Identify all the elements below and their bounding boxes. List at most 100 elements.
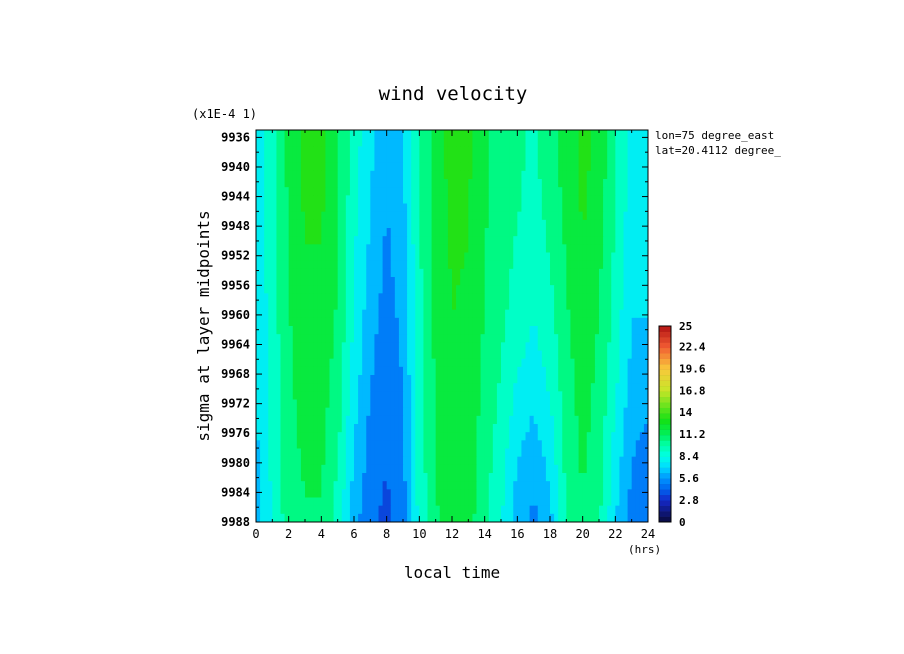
heatmap-cell — [256, 432, 261, 441]
heatmap-cell — [631, 301, 637, 311]
heatmap-cell — [578, 162, 584, 172]
heatmap-cell — [533, 334, 539, 343]
heatmap-cell — [329, 138, 334, 147]
heatmap-cell — [545, 277, 551, 286]
heatmap-cell — [423, 407, 428, 417]
heatmap-cell — [476, 260, 481, 270]
heatmap-cell — [370, 481, 375, 490]
heatmap-cell — [501, 375, 506, 384]
heatmap-cell — [578, 146, 584, 155]
heatmap-cell — [619, 293, 624, 302]
heatmap-cell — [366, 415, 371, 425]
heatmap-cell — [309, 138, 314, 147]
heatmap-cell — [496, 375, 502, 384]
heatmap-cell — [321, 236, 326, 245]
heatmap-cell — [354, 170, 359, 180]
heatmap-cell — [554, 415, 559, 425]
heatmap-cell — [521, 358, 526, 368]
heatmap-cell — [468, 334, 473, 343]
heatmap-cell — [386, 497, 392, 507]
heatmap-cell — [443, 130, 449, 139]
heatmap-cell — [550, 228, 555, 237]
heatmap-cell — [427, 236, 432, 245]
heatmap-cell — [390, 195, 396, 204]
heatmap-cell — [607, 505, 612, 515]
heatmap-cell — [603, 162, 608, 172]
heatmap-cell — [264, 277, 269, 286]
heatmap-cell — [529, 342, 535, 351]
heatmap-cell — [341, 244, 347, 253]
heatmap-cell — [476, 432, 481, 441]
heatmap-cell — [554, 489, 559, 498]
heatmap-cell — [309, 130, 314, 139]
heatmap-cell — [631, 285, 637, 294]
heatmap-cell — [390, 285, 396, 294]
heatmap-cell — [464, 285, 469, 294]
heatmap-cell — [296, 399, 302, 409]
heatmap-cell — [415, 375, 420, 384]
heatmap-cell — [439, 399, 445, 409]
heatmap-cell — [509, 456, 514, 466]
heatmap-cell — [362, 513, 367, 523]
heatmap-cell — [529, 424, 535, 433]
heatmap-cell — [345, 301, 351, 311]
heatmap-cell — [615, 350, 620, 360]
heatmap-cell — [325, 407, 330, 417]
heatmap-cell — [488, 440, 494, 449]
heatmap-cell — [476, 244, 481, 253]
heatmap-cell — [619, 195, 624, 204]
heatmap-cell — [480, 130, 486, 139]
heatmap-cell — [517, 415, 522, 425]
heatmap-cell — [260, 187, 265, 196]
heatmap-cell — [313, 350, 318, 360]
heatmap-cell — [423, 260, 428, 270]
heatmap-cell — [276, 219, 281, 229]
heatmap-cell — [578, 473, 584, 482]
heatmap-cell — [484, 268, 490, 278]
heatmap-cell — [309, 440, 314, 449]
heatmap-cell — [525, 228, 530, 237]
heatmap-cell — [280, 228, 285, 237]
heatmap-cell — [558, 130, 563, 139]
colorbar-swatch — [659, 456, 671, 463]
heatmap-cell — [427, 301, 432, 311]
heatmap-cell — [345, 399, 351, 409]
heatmap-cell — [643, 366, 649, 376]
heatmap-cell — [272, 473, 277, 482]
heatmap-cell — [566, 366, 571, 376]
heatmap-cell — [545, 366, 551, 376]
heatmap-cell — [501, 358, 506, 368]
heatmap-cell — [313, 464, 318, 474]
heatmap-cell — [309, 228, 314, 237]
colorbar-swatch — [659, 402, 671, 408]
heatmap-cell — [276, 211, 281, 221]
heatmap-cell — [386, 481, 392, 490]
heatmap-cell — [370, 513, 375, 523]
heatmap-cell — [288, 497, 294, 507]
heatmap-cell — [496, 179, 502, 188]
heatmap-cell — [558, 277, 563, 286]
heatmap-cell — [333, 219, 339, 229]
heatmap-cell — [443, 358, 449, 368]
heatmap-cell — [260, 244, 265, 253]
heatmap-cell — [423, 309, 428, 319]
heatmap-cell — [505, 383, 510, 392]
heatmap-cell — [570, 195, 575, 204]
heatmap-cell — [329, 473, 334, 482]
heatmap-cell — [260, 138, 265, 147]
heatmap-cell — [639, 268, 645, 278]
heatmap-cell — [505, 179, 510, 188]
heatmap-cell — [309, 187, 314, 196]
heatmap-cell — [541, 366, 547, 376]
heatmap-cell — [256, 375, 261, 384]
heatmap-cell — [374, 317, 379, 327]
heatmap-cell — [631, 187, 637, 196]
heatmap-cell — [529, 187, 535, 196]
heatmap-cell — [423, 448, 428, 458]
heatmap-cell — [296, 203, 302, 213]
heatmap-cell — [300, 317, 306, 327]
heatmap-cell — [639, 293, 645, 302]
heatmap-cell — [615, 407, 620, 417]
heatmap-cell — [611, 179, 616, 188]
heatmap-cell — [415, 350, 420, 360]
